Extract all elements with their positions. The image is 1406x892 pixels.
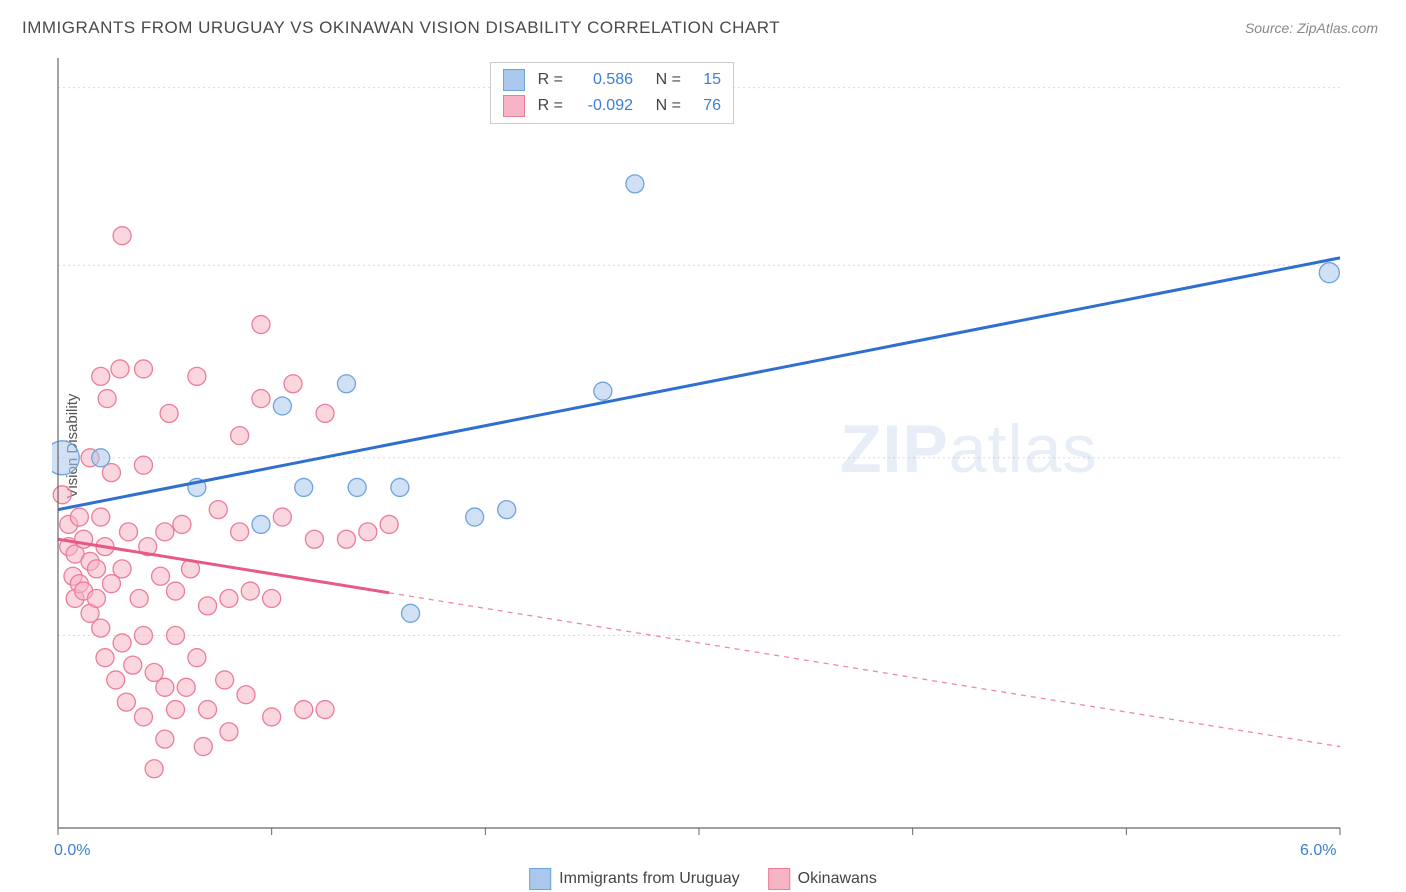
n-value: 76 [689, 97, 721, 115]
r-label: R = [533, 71, 563, 89]
correlation-row: R = -0.092 N = 76 [491, 93, 733, 119]
series-legend: Immigrants from Uruguay Okinawans [529, 868, 877, 890]
chart-area: 1.3%2.5%3.8%5.0% [52, 58, 1342, 848]
source-name: ZipAtlas.com [1297, 20, 1378, 36]
legend-label: Immigrants from Uruguay [559, 870, 740, 888]
r-label: R = [533, 97, 563, 115]
source-prefix: Source: [1245, 20, 1297, 36]
source-attribution: Source: ZipAtlas.com [1245, 20, 1378, 36]
n-value: 15 [689, 71, 721, 89]
series-swatch [503, 95, 525, 117]
correlation-row: R = 0.586 N = 15 [491, 67, 733, 93]
legend-label: Okinawans [798, 870, 877, 888]
n-label: N = [651, 71, 681, 89]
scatter-plot: 1.3%2.5%3.8%5.0% [52, 58, 1342, 848]
correlation-legend: R = 0.586 N = 15 R = -0.092 N = 76 [490, 62, 734, 124]
legend-item: Okinawans [768, 868, 877, 890]
r-value: -0.092 [571, 97, 633, 115]
series-swatch [529, 868, 551, 890]
n-label: N = [651, 97, 681, 115]
r-value: 0.586 [571, 71, 633, 89]
legend-item: Immigrants from Uruguay [529, 868, 740, 890]
chart-title: IMMIGRANTS FROM URUGUAY VS OKINAWAN VISI… [22, 18, 780, 38]
x-axis-min-label: 0.0% [54, 842, 90, 860]
series-swatch [503, 69, 525, 91]
series-swatch [768, 868, 790, 890]
x-axis-max-label: 6.0% [1300, 842, 1336, 860]
